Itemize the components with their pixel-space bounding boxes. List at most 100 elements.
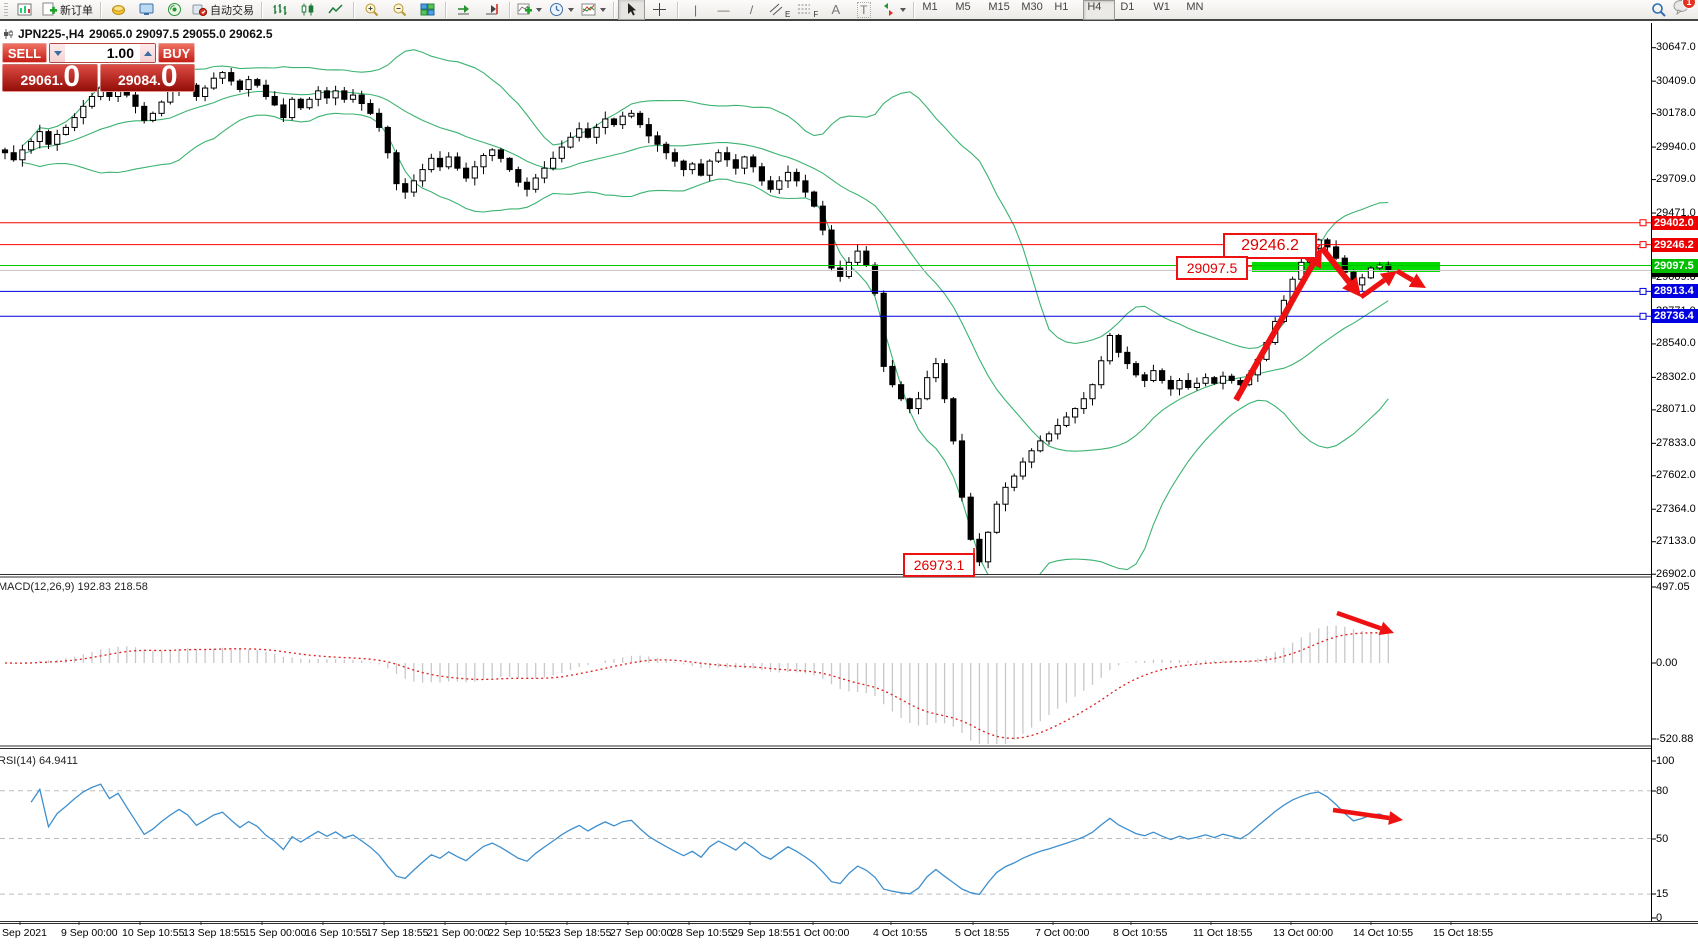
gold-icon [112,5,125,15]
trend-arrow[interactable] [1359,278,1386,300]
zoom-in-button[interactable] [358,0,385,20]
timeframe-m1-button[interactable]: M1 [922,0,938,13]
zoom-in-icon [365,3,379,17]
rsi-pane[interactable] [0,783,1651,896]
cursor-icon [628,3,636,16]
time-tick-label: 11 Oct 18:55 [1193,927,1253,939]
toolbar-grip[interactable] [4,2,8,17]
rsi-name: RSI(14) [0,755,36,767]
candle-chart-mode-button[interactable] [294,0,321,20]
trendline-tool-button[interactable]: / [749,2,754,17]
indicator-tick-label: 50 [1656,832,1669,845]
cursor-tool-button[interactable] [618,0,645,20]
notifications-button[interactable]: 1 [1673,0,1696,20]
buy-button[interactable]: BUY [158,43,195,63]
tile-windows-icon [420,3,435,16]
bar-chart-mode-button[interactable] [266,0,293,20]
separator [613,1,614,18]
macd-signal-line [4,632,1389,740]
vline-tool-button[interactable]: | [693,2,698,17]
chart-shift-button[interactable] [478,0,505,20]
buy-price-display[interactable]: 29084. 0 [99,64,195,92]
market-watch-button[interactable] [105,0,132,20]
macd-name: MACD(12,26,9) [0,581,75,593]
one-click-trade-panel: SELL BUY 29061.0 29084.0 [2,43,195,92]
indicators-button[interactable] [514,0,545,20]
annotation-price-label[interactable]: 29097.5 [1176,256,1248,280]
annotation-price-label[interactable]: 26973.1 [903,553,975,577]
timeframe-mn-button[interactable]: MN [1186,0,1204,13]
volume-increase-button[interactable] [140,44,155,62]
timeframe-m30-button[interactable]: M30 [1021,0,1043,13]
time-tick-label: 22 Sep 10:55 [488,927,551,939]
hline-handle[interactable] [1639,312,1647,320]
notification-count-badge: 1 [1682,0,1696,9]
new-order-button[interactable]: 新订单 [39,0,96,20]
text-tool-button[interactable]: A [822,0,849,20]
label-tool-label: T [857,1,871,18]
separator [913,1,915,18]
search-icon[interactable] [1651,2,1667,18]
rsi-line [30,783,1389,896]
tile-windows-button[interactable] [414,0,441,20]
fibo-sub-label: F [813,10,819,19]
hline-handle[interactable] [1639,241,1647,249]
zoom-out-button[interactable] [386,0,413,20]
timeframe-d1-button[interactable]: D1 [1120,0,1135,13]
macd-pane[interactable] [4,610,1394,744]
dropdown-caret-icon [900,7,907,12]
trend-arrow[interactable] [1319,246,1352,285]
arrow-objects-icon [884,3,894,16]
trend-arrow-head [1408,273,1426,288]
chart-window-icon[interactable] [11,0,38,20]
main-pane[interactable] [0,49,1651,595]
time-tick-label: 16 Sep 10:55 [305,927,368,939]
trend-arrow-head [1379,271,1397,287]
trend-arrow-head [1388,811,1403,825]
separator [353,1,354,18]
autotrade-icon [192,4,207,17]
volume-decrease-button[interactable] [50,44,65,62]
volume-input[interactable] [65,44,140,62]
sell-price-display[interactable]: 29061. 0 [2,64,98,92]
templates-button[interactable] [578,0,609,20]
auto-scroll-button[interactable] [450,0,477,20]
timeframe-m5-button[interactable]: M5 [955,0,971,13]
channel-tool-button[interactable]: E [766,0,793,20]
rsi-value: 64.9411 [38,755,78,767]
clock-icon [550,3,563,16]
timeframe-w1-button[interactable]: W1 [1153,0,1170,13]
hline-handle[interactable] [1639,287,1647,295]
trend-arrow[interactable] [1336,610,1382,631]
signals-button[interactable] [161,0,188,20]
trend-arrow[interactable] [1332,807,1390,821]
line-chart-mode-button[interactable] [322,0,349,20]
trend-arrow[interactable] [1233,262,1316,402]
timeframe-h4-button[interactable]: H4 [1083,0,1116,20]
toolbar-right: 1 [1651,0,1696,20]
channel-sub-label: E [785,10,791,19]
time-tick-label: 29 Sep 18:55 [732,927,795,939]
monitor-icon [139,3,154,15]
signal-icon [168,3,181,16]
fibonacci-tool-button[interactable]: F [794,0,821,20]
timeframe-m15-button[interactable]: M15 [988,0,1010,13]
terminal-button[interactable] [133,0,160,20]
dropdown-caret-icon [600,7,606,12]
hline-tool-button[interactable]: — [717,2,730,17]
crosshair-tool-button[interactable] [646,0,673,20]
annotation-price-label[interactable]: 29246.2 [1223,233,1317,259]
dropdown-caret-icon [536,7,542,12]
trend-arrow[interactable] [1395,268,1414,283]
auto-scroll-icon [458,5,469,15]
arrows-tool-button[interactable] [878,0,909,20]
indicator-tick-label: 80 [1656,784,1669,797]
separator [677,1,678,18]
text-label-tool-button[interactable]: T [850,0,877,20]
sell-button[interactable]: SELL [2,43,47,63]
autotrade-button[interactable]: 自动交易 [189,0,257,20]
timeframe-h1-button[interactable]: H1 [1054,0,1069,13]
hline-handle[interactable] [1639,219,1647,227]
periods-button[interactable] [546,0,577,20]
